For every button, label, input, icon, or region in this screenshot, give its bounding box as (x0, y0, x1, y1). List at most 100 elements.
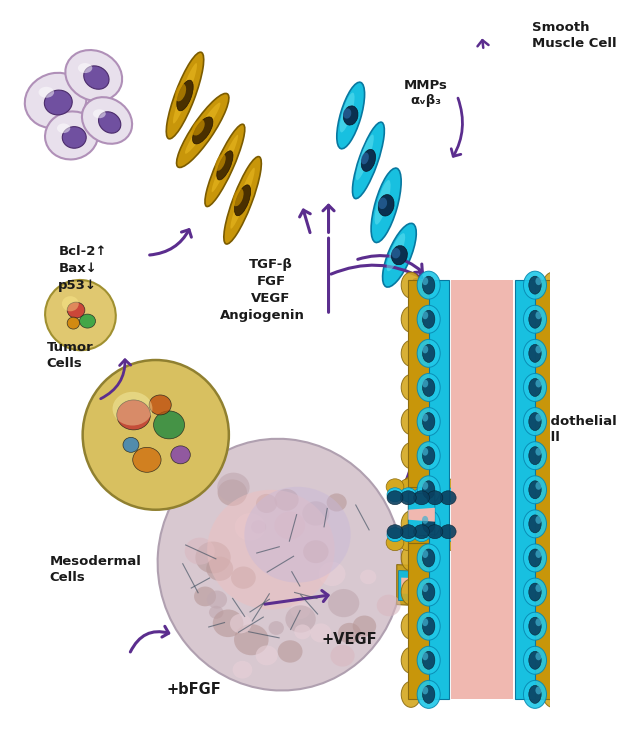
Ellipse shape (440, 528, 456, 542)
Ellipse shape (417, 408, 440, 436)
Ellipse shape (543, 272, 562, 298)
Ellipse shape (401, 681, 421, 707)
Text: +VEGF: +VEGF (321, 632, 377, 647)
Ellipse shape (543, 442, 562, 469)
Ellipse shape (234, 624, 268, 656)
Ellipse shape (232, 661, 252, 678)
Ellipse shape (244, 487, 351, 583)
Ellipse shape (82, 97, 132, 144)
Text: Angiogenin: Angiogenin (219, 309, 304, 322)
Ellipse shape (251, 520, 266, 534)
Ellipse shape (82, 360, 229, 510)
Ellipse shape (356, 135, 374, 180)
Ellipse shape (327, 493, 347, 512)
Ellipse shape (536, 584, 542, 592)
Text: +bFGF: +bFGF (167, 682, 221, 697)
Ellipse shape (25, 73, 86, 128)
Ellipse shape (422, 276, 435, 294)
Ellipse shape (543, 579, 562, 605)
Ellipse shape (177, 80, 193, 111)
Ellipse shape (426, 534, 444, 551)
Ellipse shape (62, 126, 86, 148)
Ellipse shape (417, 442, 440, 470)
Ellipse shape (38, 87, 54, 98)
Ellipse shape (543, 306, 562, 332)
Ellipse shape (256, 494, 277, 513)
Ellipse shape (337, 82, 365, 148)
Ellipse shape (422, 310, 435, 329)
Ellipse shape (440, 478, 457, 495)
Ellipse shape (523, 305, 546, 333)
Ellipse shape (99, 112, 121, 133)
Ellipse shape (523, 612, 546, 640)
Ellipse shape (193, 117, 213, 144)
Ellipse shape (536, 379, 542, 387)
Ellipse shape (414, 488, 430, 502)
Ellipse shape (422, 447, 435, 465)
Ellipse shape (387, 488, 403, 502)
Ellipse shape (422, 584, 428, 592)
Ellipse shape (427, 525, 443, 539)
Ellipse shape (422, 583, 435, 601)
Polygon shape (409, 280, 432, 700)
Ellipse shape (206, 556, 233, 581)
Polygon shape (397, 564, 435, 606)
Ellipse shape (427, 528, 443, 542)
Text: p53↓: p53↓ (58, 279, 97, 292)
Ellipse shape (422, 481, 435, 499)
Ellipse shape (523, 442, 546, 470)
Ellipse shape (543, 648, 562, 673)
Polygon shape (409, 508, 435, 522)
Text: Endothelial
Cell: Endothelial Cell (533, 415, 617, 445)
Ellipse shape (401, 488, 416, 502)
Ellipse shape (386, 534, 404, 551)
Ellipse shape (65, 50, 122, 101)
Text: TGF-β: TGF-β (249, 258, 293, 270)
Ellipse shape (387, 233, 405, 271)
Ellipse shape (45, 112, 98, 159)
Ellipse shape (217, 151, 233, 180)
Ellipse shape (536, 345, 542, 354)
Ellipse shape (343, 108, 352, 118)
Ellipse shape (422, 686, 428, 695)
Ellipse shape (352, 122, 384, 198)
Ellipse shape (374, 180, 391, 225)
Ellipse shape (177, 93, 229, 168)
Ellipse shape (360, 570, 376, 584)
Ellipse shape (543, 340, 562, 366)
Ellipse shape (422, 412, 435, 431)
Ellipse shape (529, 412, 541, 431)
Ellipse shape (195, 542, 231, 573)
Ellipse shape (166, 52, 204, 139)
Ellipse shape (173, 63, 197, 123)
Ellipse shape (401, 579, 421, 605)
Text: Bcl-2↑: Bcl-2↑ (58, 245, 107, 258)
Ellipse shape (529, 276, 541, 294)
Ellipse shape (523, 544, 546, 572)
Ellipse shape (529, 583, 541, 601)
Ellipse shape (310, 623, 331, 642)
Ellipse shape (45, 90, 72, 115)
Ellipse shape (79, 314, 95, 328)
Ellipse shape (536, 550, 542, 558)
Ellipse shape (290, 601, 310, 619)
Ellipse shape (543, 613, 562, 639)
Ellipse shape (401, 525, 416, 539)
Ellipse shape (192, 119, 205, 135)
Ellipse shape (543, 681, 562, 707)
Ellipse shape (377, 595, 401, 616)
Ellipse shape (401, 375, 421, 401)
Ellipse shape (529, 651, 541, 670)
Ellipse shape (417, 271, 440, 299)
Ellipse shape (422, 652, 428, 660)
Ellipse shape (536, 618, 542, 626)
Ellipse shape (401, 409, 421, 434)
Ellipse shape (294, 625, 311, 639)
Ellipse shape (386, 478, 404, 495)
Ellipse shape (440, 534, 457, 551)
Ellipse shape (529, 617, 541, 635)
Ellipse shape (422, 515, 435, 533)
Ellipse shape (78, 63, 92, 73)
Ellipse shape (353, 615, 376, 637)
Ellipse shape (391, 245, 407, 265)
